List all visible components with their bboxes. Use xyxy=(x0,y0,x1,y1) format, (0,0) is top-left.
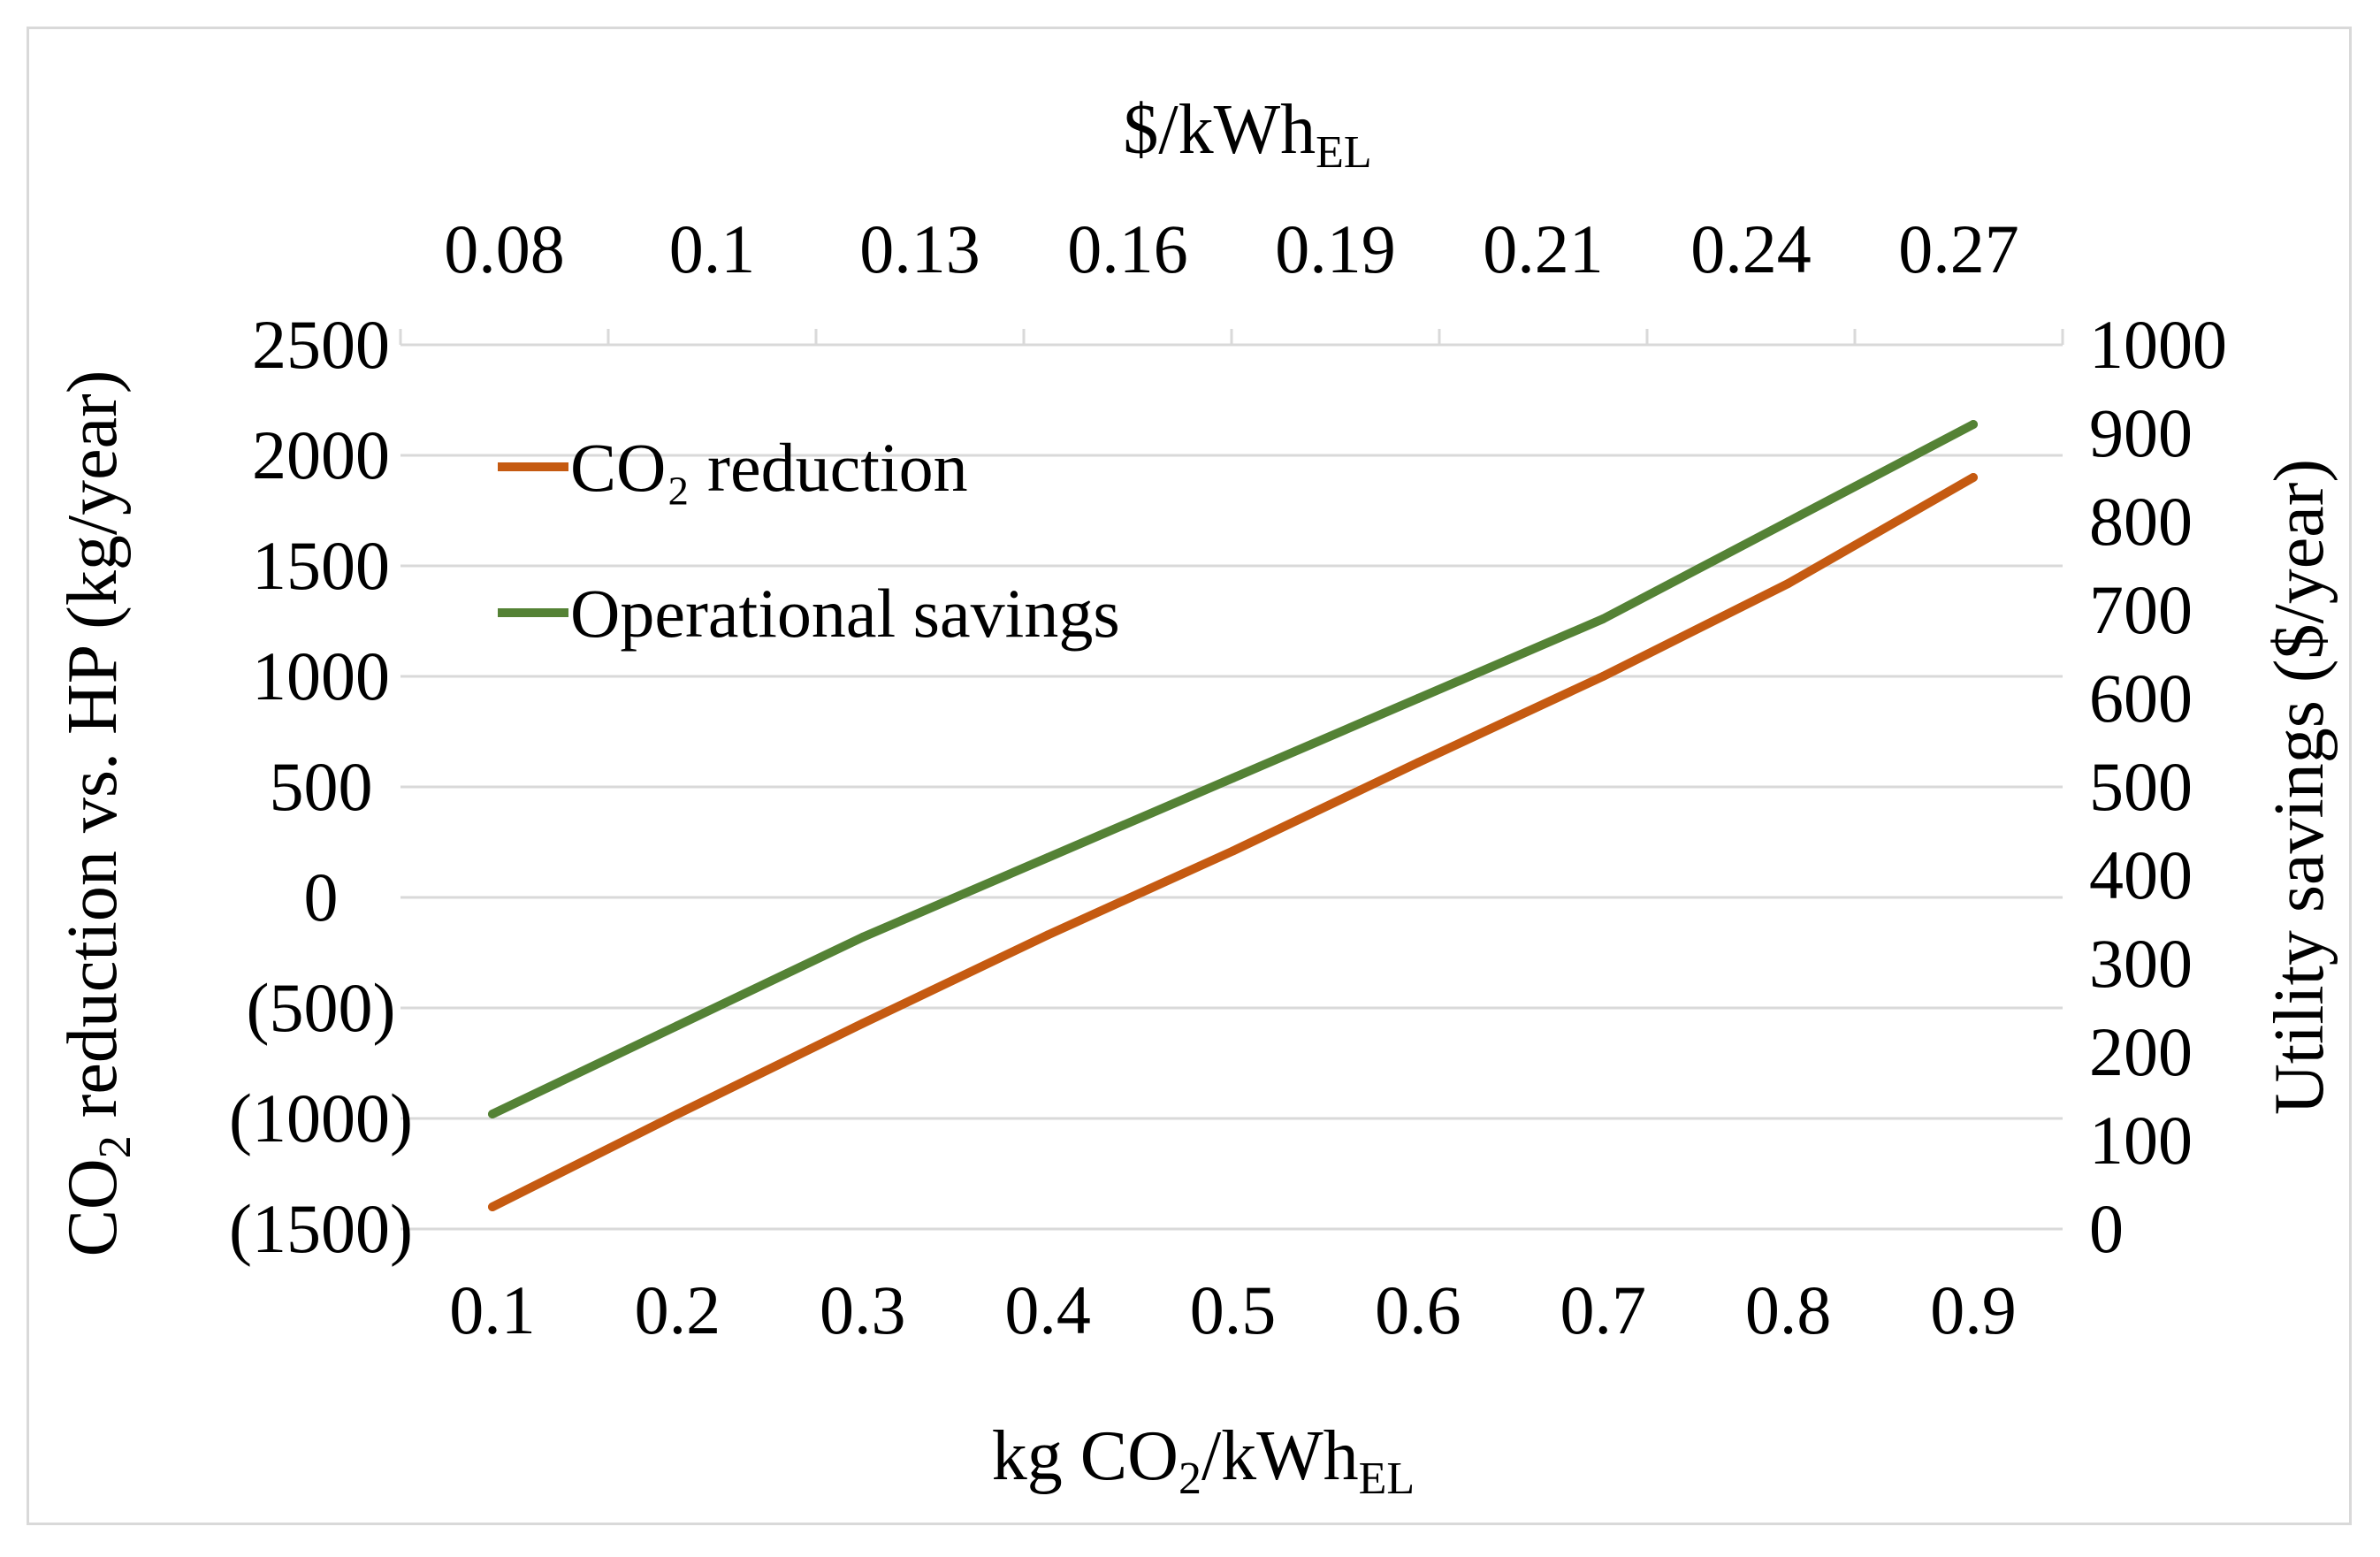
data-point xyxy=(1783,517,1793,526)
data-point xyxy=(1783,579,1793,588)
data-point xyxy=(673,1021,683,1030)
x-top-tick-label: 0.08 xyxy=(444,210,565,287)
x-top-tick-label: 0.13 xyxy=(859,210,980,287)
x-top-tick-label: 0.19 xyxy=(1275,210,1396,287)
series-layer xyxy=(488,420,1978,1211)
y-right-tick-label: 300 xyxy=(2089,925,2193,1002)
y-right-tick-label: 500 xyxy=(2089,748,2193,825)
x-top-tick-label: 0.21 xyxy=(1483,210,1604,287)
grid-layer xyxy=(400,343,2063,1231)
data-point xyxy=(1969,420,1978,429)
x-bottom-tick-label: 0.5 xyxy=(1190,1271,1277,1348)
data-point xyxy=(858,1019,867,1028)
y-left-tick-label: 1500 xyxy=(252,527,390,604)
y-right-tick-label: 600 xyxy=(2089,660,2193,737)
axis-titles: $/kWhEL kg CO2/kWhEL CO2 reduction vs. HP … xyxy=(54,91,2338,1504)
y-right-tick-label: 200 xyxy=(2089,1013,2193,1090)
x-bottom-tick-label: 0.2 xyxy=(635,1271,721,1348)
data-point xyxy=(1043,930,1053,940)
y-right-tick-label: 800 xyxy=(2089,483,2193,560)
legend-label: Operational savings xyxy=(570,575,1120,652)
x-bottom-tick-label: 0.7 xyxy=(1560,1271,1647,1348)
data-point xyxy=(1413,694,1423,703)
y-left-tick-label: 500 xyxy=(270,748,373,825)
x-top-tick-label: 0.27 xyxy=(1898,210,2019,287)
chart-svg: 0.08 0.1 0.13 0.16 0.19 0.21 0.24 0.27 25002000… xyxy=(54,91,2338,1504)
y-right-tick-label: 100 xyxy=(2089,1102,2193,1179)
data-point xyxy=(858,933,867,942)
x-bottom-tick-label: 0.3 xyxy=(820,1271,906,1348)
y-left-tick-label: 2500 xyxy=(252,306,390,383)
x-bottom-tick-label: 0.4 xyxy=(1004,1271,1091,1348)
x-bottom-tick-label: 0.8 xyxy=(1745,1271,1832,1348)
chart-frame: 0.08 0.1 0.13 0.16 0.19 0.21 0.24 0.27 2500 2000… xyxy=(27,27,2352,1525)
series-line-operational-savings xyxy=(488,420,1978,1118)
x-top-tick-label: 0.16 xyxy=(1067,210,1188,287)
data-point xyxy=(1598,672,1608,681)
y-left-tick-label: 1000 xyxy=(252,637,390,714)
tick-layer: 25002000150010005000(500)(1000)(1500)100… xyxy=(229,306,2227,1348)
data-point xyxy=(1228,846,1238,856)
x-bottom-axis-title: kg CO2/kWhEL xyxy=(992,1417,1415,1504)
y-right-tick-label: 900 xyxy=(2089,394,2193,471)
legend: CO₂ reduction Operational savings xyxy=(498,429,1120,652)
y-left-tick-label: (500) xyxy=(247,969,396,1046)
x-bottom-tick-label: 0.9 xyxy=(1930,1271,2017,1348)
x-top-axis-title: $/kWhEL xyxy=(1123,91,1371,178)
x-top-tick-label: 0.1 xyxy=(669,210,756,287)
y-left-axis-title: CO2 reduction vs. HP (kg/year) xyxy=(54,370,141,1257)
y-left-tick-label: 0 xyxy=(304,859,339,935)
x-bottom-tick-label: 0.6 xyxy=(1375,1271,1461,1348)
data-point xyxy=(1413,758,1423,767)
x-bottom-tick-label: 0.1 xyxy=(449,1271,536,1348)
y-right-tick-label: 400 xyxy=(2089,836,2193,913)
data-point xyxy=(1598,614,1608,623)
data-point xyxy=(1043,853,1053,862)
data-point xyxy=(1228,774,1238,782)
data-point xyxy=(488,1110,497,1118)
data-point xyxy=(488,1202,497,1211)
x-top-tick-label: 0.24 xyxy=(1690,210,1812,287)
y-right-tick-label: 700 xyxy=(2089,571,2193,648)
y-left-tick-label: 2000 xyxy=(252,416,390,493)
y-left-tick-label: (1500) xyxy=(229,1190,413,1267)
y-right-axis-title: Utility savings ($/year) xyxy=(2261,459,2338,1115)
y-right-tick-label: 1000 xyxy=(2089,306,2227,383)
legend-label: CO₂ reduction xyxy=(570,429,968,506)
y-right-tick-label: 0 xyxy=(2089,1190,2124,1267)
data-point xyxy=(1969,473,1978,482)
top-axis: 0.08 0.1 0.13 0.16 0.19 0.21 0.24 0.27 xyxy=(399,210,2064,347)
data-point xyxy=(673,1110,683,1118)
y-left-tick-label: (1000) xyxy=(229,1080,413,1156)
